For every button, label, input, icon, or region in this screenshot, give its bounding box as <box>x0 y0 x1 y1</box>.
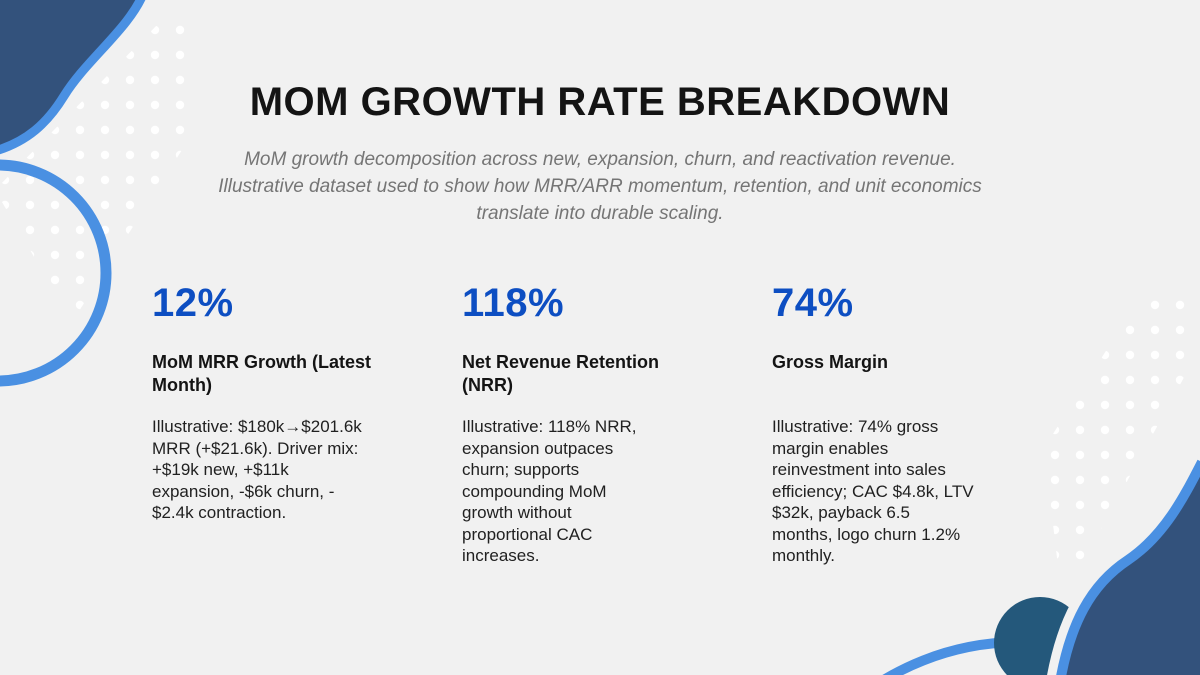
dots-pattern-bottom-right <box>1044 285 1199 600</box>
stat-label: Net Revenue Retention (NRR) <box>462 352 660 395</box>
stat-value: 12% <box>152 281 234 325</box>
stat-description: Illustrative: $180k→$201.6k MRR (+$21.6k… <box>152 417 362 522</box>
blob-bottom-right <box>1061 465 1200 675</box>
stat-value: 74% <box>772 281 854 325</box>
blob-bottom-right-edge <box>1056 459 1200 675</box>
circle-ring-top-left <box>0 159 112 387</box>
dots-pattern-top-left <box>0 22 196 322</box>
slide-subtitle: MoM growth decomposition across new, exp… <box>218 149 982 224</box>
blob-top-left-edge <box>0 0 146 155</box>
stat-value: 118% <box>462 281 565 325</box>
stat-mom-mrr-growth: 12% MoM MRR Growth (Latest Month) Illust… <box>152 283 402 567</box>
stat-label: MoM MRR Growth (Latest Month) <box>152 352 371 395</box>
stat-label: Gross Margin <box>772 352 889 372</box>
slide-title: MOM GROWTH RATE BREAKDOWN <box>249 80 951 124</box>
stat-description: Illustrative: 74% gross margin enables r… <box>772 417 974 565</box>
stat-gross-margin: 74% Gross Margin Illustrative: 74% gross… <box>772 283 1022 567</box>
stat-description: Illustrative: 118% NRR, expansion outpac… <box>462 417 637 565</box>
blob-top-left <box>0 0 141 150</box>
stats-row: 12% MoM MRR Growth (Latest Month) Illust… <box>152 283 1022 567</box>
stat-net-revenue-retention: 118% Net Revenue Retention (NRR) Illustr… <box>462 283 712 567</box>
